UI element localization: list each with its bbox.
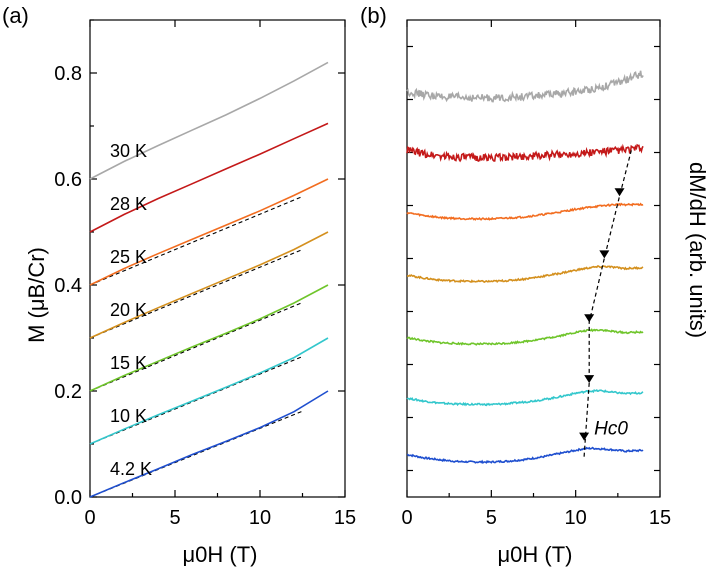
panel-b-series-line — [406, 446, 644, 465]
panel-b-y-axis-label: dM/dH (arb. units) — [685, 162, 706, 338]
panel-b-hc0-label: Hc0 — [594, 419, 628, 440]
panel-a-temperature-label: 4.2 K — [110, 459, 152, 479]
panel-a-x-axis-label: μ0H (T) — [182, 542, 257, 567]
panel-b-derivative-plot: 0 5 10 15 Hc0 μ0H (T) dM/dH (arb. units) — [401, 19, 706, 567]
panel-b-hc0-marker — [584, 314, 595, 323]
panel-b-series-line — [406, 388, 644, 407]
panel-b-series-line — [406, 202, 644, 221]
panel-a-linear-fit — [89, 301, 303, 392]
panel-a-series-line — [89, 284, 329, 392]
panel-a-y-axis-label: M (μB/Cr) — [24, 247, 49, 343]
panel-a-x-tick-label: 10 — [249, 507, 271, 529]
panel-a-y-tick-label: 0.2 — [54, 381, 82, 403]
panel-a-y-tick-label: 0.4 — [54, 275, 82, 297]
panel-a-series-line — [89, 122, 329, 233]
panel-a-y-tick-label: 0.8 — [54, 63, 82, 85]
panel-b-x-tick-label: 0 — [401, 507, 412, 529]
panel-a-label: (a) — [2, 3, 29, 28]
panel-b-x-axis-label: μ0H (T) — [497, 542, 572, 567]
panel-a-linear-fit — [89, 248, 303, 339]
panel-b-series-line — [407, 265, 644, 284]
panel-a-series-line — [89, 390, 329, 498]
panel-a-temperature-label: 15 K — [110, 353, 147, 373]
panel-a-series-line — [89, 178, 329, 286]
panel-b-hc0-guide: Hc0 — [579, 150, 632, 457]
panel-b-x-tick-label: 5 — [486, 507, 497, 529]
panel-b-hc0-marker — [584, 375, 595, 384]
panel-b-hc0-marker — [614, 188, 625, 197]
panel-b-axes: 0 5 10 15 — [401, 19, 671, 529]
panel-a-magnetization-plot: 0 5 10 15 0.0 0.2 0.4 0.6 0.8 4.2 K 10 K 15 K 20 K 2… — [24, 19, 356, 567]
panel-a-series-line — [89, 337, 329, 445]
panel-a-series-line — [89, 231, 329, 339]
panel-b-hc0-marker — [599, 250, 610, 259]
panel-a-linear-fits — [89, 195, 303, 498]
panel-a-x-tick-label: 15 — [334, 507, 356, 529]
panel-a-temperature-label: 20 K — [110, 300, 147, 320]
panel-b-hc0-dashed-line — [583, 150, 632, 457]
panel-b-series-line — [406, 70, 644, 103]
panel-a-temperature-labels: 4.2 K 10 K 15 K 20 K 25 K 28 K 30 K — [110, 141, 152, 479]
panel-a-temperature-label: 25 K — [110, 247, 147, 267]
panel-b-x-tick-label: 10 — [565, 507, 587, 529]
panel-a-x-tick-label: 5 — [169, 507, 180, 529]
panel-b-series-line — [406, 328, 644, 346]
panel-b-series — [406, 70, 644, 465]
panel-a-temperature-label: 28 K — [110, 194, 147, 214]
panel-a-linear-fit — [89, 195, 303, 286]
panel-a-series — [89, 61, 329, 498]
panel-b-x-tick-label: 15 — [649, 507, 671, 529]
panel-b-series-line — [406, 143, 644, 163]
panel-b-hc0-marker — [579, 432, 590, 441]
panel-a-temperature-label: 10 K — [110, 406, 147, 426]
panel-a-y-tick-label: 0.0 — [54, 487, 82, 509]
panel-a-series-line — [89, 61, 329, 180]
panel-a-x-tick-label: 0 — [84, 507, 95, 529]
panel-a-temperature-label: 30 K — [110, 141, 147, 161]
panel-a-y-tick-label: 0.6 — [54, 169, 82, 191]
panel-b-label: (b) — [360, 3, 387, 28]
panel-a-axes: 0 5 10 15 0.0 0.2 0.4 0.6 0.8 — [54, 19, 356, 529]
